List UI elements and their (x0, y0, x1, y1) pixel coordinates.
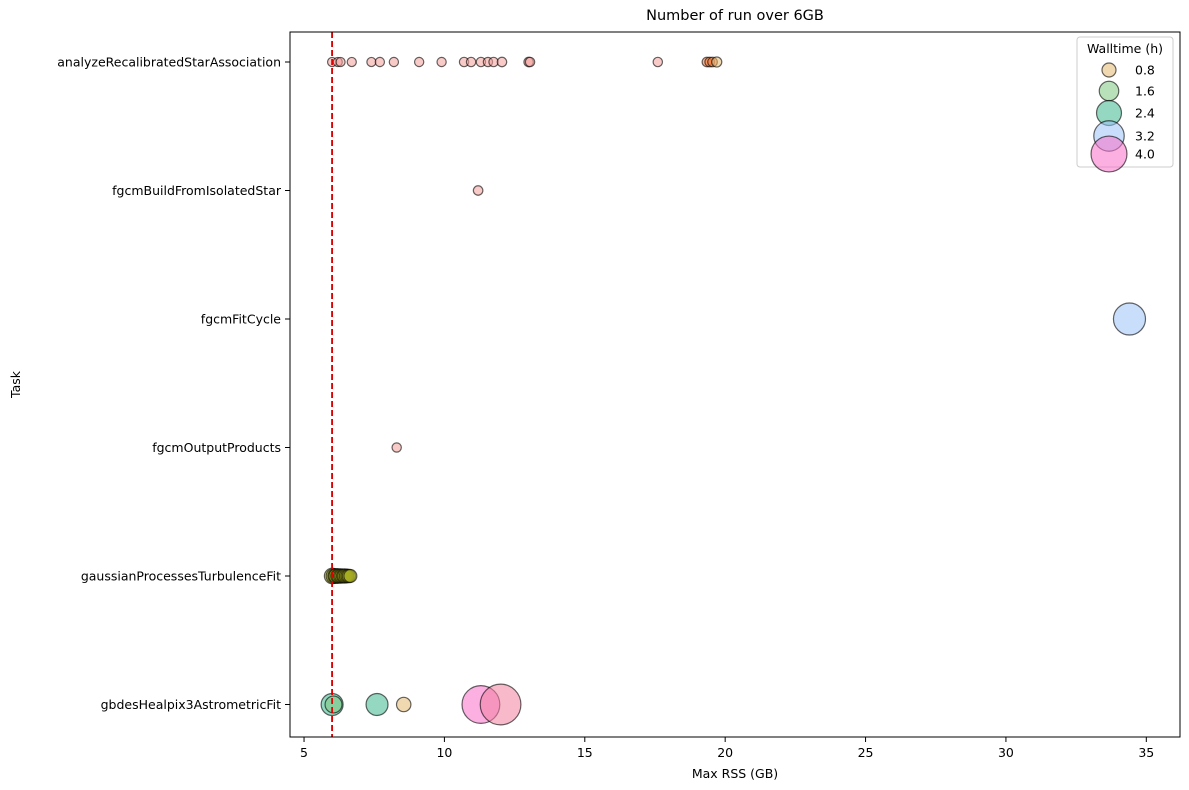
chart-title: Number of run over 6GB (646, 8, 824, 24)
data-point (335, 56, 346, 68)
y-tick-label: fgcmFitCycle (201, 312, 282, 327)
data-point (346, 56, 357, 68)
data-point (436, 56, 447, 68)
x-tick-label: 20 (717, 745, 733, 760)
axes-frame (289, 31, 1181, 738)
x-tick-label: 15 (577, 745, 593, 760)
data-point (343, 568, 358, 584)
data-point (524, 56, 536, 68)
legend-marker (1098, 80, 1120, 102)
axes: 5 10 15 20 25 30 35 analyzeRecalibratedStarAsso… (57, 31, 1181, 760)
x-axis-title: Max RSS (GB) (692, 766, 778, 781)
legend-label: 4.0 (1135, 147, 1155, 162)
x-tick-label: 35 (1138, 745, 1154, 760)
y-axis-title: Task (8, 370, 23, 399)
data-point (496, 56, 508, 68)
y-tick-label: gaussianProcessesTurbulenceFit (81, 569, 281, 584)
y-tick-label: analyzeRecalibratedStarAssociation (57, 55, 281, 70)
legend-label: 0.8 (1135, 63, 1155, 78)
legend-label: 2.4 (1135, 106, 1155, 121)
x-tick-label: 25 (858, 745, 874, 760)
y-tick-label: fgcmOutputProducts (152, 440, 281, 455)
y-tick-label: gbdesHealpix3AstrometricFit (101, 697, 281, 712)
legend-label: 3.2 (1135, 129, 1155, 144)
y-tick-label: fgcmBuildFromIsolatedStar (112, 183, 282, 198)
legend-marker (1090, 135, 1128, 173)
legend: Walltime (h) 0.8 1.6 2.4 3.2 4.0 (1076, 36, 1174, 173)
x-tick-label: 30 (998, 745, 1014, 760)
legend-label: 1.6 (1135, 84, 1155, 99)
legend-title: Walltime (h) (1087, 41, 1163, 56)
x-tick-label: 5 (300, 745, 308, 760)
data-point (465, 56, 477, 68)
data-point (472, 185, 484, 196)
data-point (365, 692, 389, 717)
data-point (324, 695, 343, 714)
x-tick-label: 10 (436, 745, 452, 760)
data-point (395, 696, 412, 713)
data-point (388, 56, 400, 68)
data-point (711, 56, 723, 68)
data-point (391, 442, 402, 453)
data-point (413, 56, 425, 68)
data-point (1112, 302, 1147, 336)
data-point (366, 56, 377, 68)
legend-marker (1101, 62, 1117, 78)
data-point (479, 683, 522, 726)
data-point (652, 56, 664, 68)
plot-area (320, 32, 1147, 737)
data-point (374, 56, 386, 68)
